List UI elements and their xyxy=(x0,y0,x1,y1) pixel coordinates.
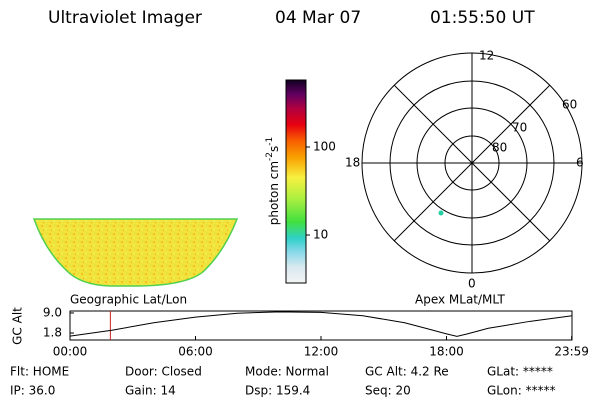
mlt-label: 18 xyxy=(345,156,360,170)
auroral-image xyxy=(32,218,239,287)
status-field: Dsp: 159.4 xyxy=(245,384,310,398)
status-field: Gain: 14 xyxy=(125,384,176,398)
y-axis-label: GC Alt xyxy=(11,307,25,345)
polar-point xyxy=(438,210,444,216)
mlt-label: 12 xyxy=(479,49,494,63)
y-tick-label: 1.8 xyxy=(43,326,62,340)
x-tick-label: 23:59 xyxy=(554,345,589,359)
lat-label: 60 xyxy=(562,98,577,112)
time: 01:55:50 UT xyxy=(430,8,535,28)
mlt-label: 0 xyxy=(468,277,476,291)
colorbar-label: photon cm-2s-1 xyxy=(265,137,281,226)
x-tick-label: 18:00 xyxy=(429,345,464,359)
polar-label: Apex MLat/MLT xyxy=(415,293,505,307)
status-field: Door: Closed xyxy=(125,365,202,379)
label-part: -2 xyxy=(265,152,275,161)
date: 04 Mar 07 xyxy=(275,8,361,28)
colorbar-tick-label: 100 xyxy=(313,139,336,153)
status-field: IP: 36.0 xyxy=(10,384,55,398)
colorbar xyxy=(285,79,307,284)
lat-label: 70 xyxy=(512,121,527,135)
altitude-line xyxy=(69,311,573,337)
y-tick-label: 9.0 xyxy=(43,305,62,319)
status-field: GLat: ***** xyxy=(487,365,553,379)
colorbar-tick-label: 10 xyxy=(313,228,328,242)
status-field: Mode: Normal xyxy=(245,365,329,379)
lat-label: 80 xyxy=(492,141,507,155)
map-label: Geographic Lat/Lon xyxy=(70,293,187,307)
x-tick-label: 12:00 xyxy=(304,345,339,359)
status-field: GC Alt: 4.2 Re xyxy=(365,365,449,379)
x-tick-label: 06:00 xyxy=(178,345,213,359)
status-field: GLon: ***** xyxy=(487,384,556,398)
status-field: Flt: HOME xyxy=(10,365,69,379)
title: Ultraviolet Imager xyxy=(48,8,202,28)
polar-grid xyxy=(361,52,583,274)
label-part: s xyxy=(267,146,281,152)
plot-frame xyxy=(69,310,573,341)
status-field: Seq: 20 xyxy=(365,384,411,398)
label-part: photon cm xyxy=(267,161,281,225)
mlt-label: 6 xyxy=(576,156,584,170)
label-part: -1 xyxy=(265,137,275,146)
x-tick-label: 00:00 xyxy=(53,345,88,359)
